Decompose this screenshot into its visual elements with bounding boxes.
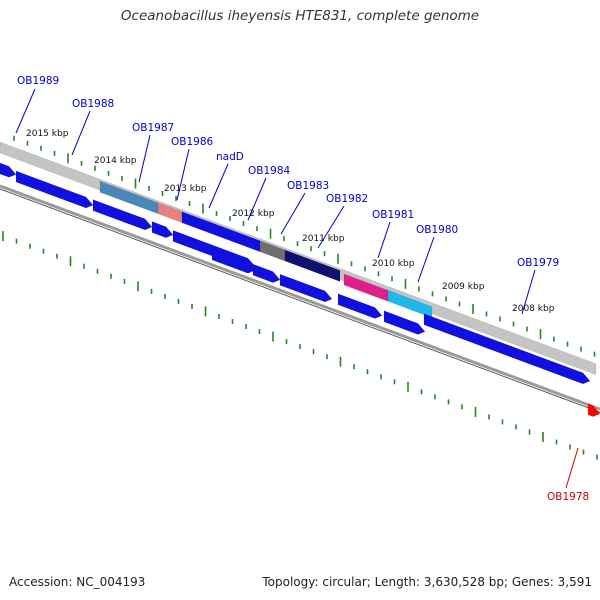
gene-arrow [337, 293, 383, 319]
gene-label: OB1986 [171, 136, 214, 148]
gene-arrow [15, 170, 94, 209]
tick-layer [2, 135, 598, 460]
gene-label: OB1988 [72, 98, 114, 110]
leader-line [377, 221, 391, 259]
gene-label: OB1982 [326, 193, 368, 205]
scale-label: 2008 kbp [512, 304, 555, 314]
gene-label: OB1980 [416, 224, 458, 236]
gene-block [284, 249, 341, 282]
gene-label: OB1978 [547, 491, 589, 503]
leader-line [417, 236, 435, 283]
gene-arrow [0, 162, 17, 178]
gene-label: OB1979 [517, 257, 559, 269]
leader-line [521, 269, 536, 315]
gene-arrow [211, 248, 256, 274]
scale-label: 2013 kbp [164, 184, 207, 194]
gene-label: OB1987 [132, 122, 174, 134]
scale-label: 2012 kbp [232, 209, 275, 219]
leader-line [247, 177, 267, 221]
leader-line [138, 134, 151, 183]
gene-label: OB1984 [248, 165, 291, 177]
leader-line [565, 447, 579, 489]
leader-line [317, 205, 345, 249]
map-title: Oceanobacillus iheyensis HTE831, complet… [120, 8, 480, 24]
scale-label: 2014 kbp [94, 156, 137, 166]
backbone-line [0, 184, 600, 411]
gene-arrow-red [587, 403, 600, 417]
gene-label: OB1989 [17, 75, 59, 87]
gene-arrow [151, 221, 174, 239]
gene-layer [0, 141, 600, 417]
accession-text: Accession: NC_004193 [9, 575, 146, 589]
gene-label: OB1981 [372, 209, 414, 221]
leader-line [208, 163, 229, 209]
backbone-layer [0, 184, 600, 413]
scale-label: 2009 kbp [442, 282, 485, 292]
scale-label: 2015 kbp [26, 129, 69, 139]
gene-arrow [383, 310, 426, 335]
leader-line [15, 88, 36, 134]
leader-line [176, 148, 190, 201]
gene-arrow [279, 273, 333, 303]
gene-arrow [423, 313, 591, 385]
scale-label: 2010 kbp [372, 259, 415, 269]
leader-line [71, 110, 91, 156]
leader-line [280, 192, 306, 235]
gene-arrow [92, 199, 153, 231]
backbone-line [0, 188, 600, 413]
gene-label: OB1983 [287, 180, 329, 192]
gene-label: nadD [216, 151, 244, 163]
genome-summary-text: Topology: circular; Length: 3,630,528 bp… [262, 575, 592, 589]
gene-arrow [252, 263, 281, 283]
